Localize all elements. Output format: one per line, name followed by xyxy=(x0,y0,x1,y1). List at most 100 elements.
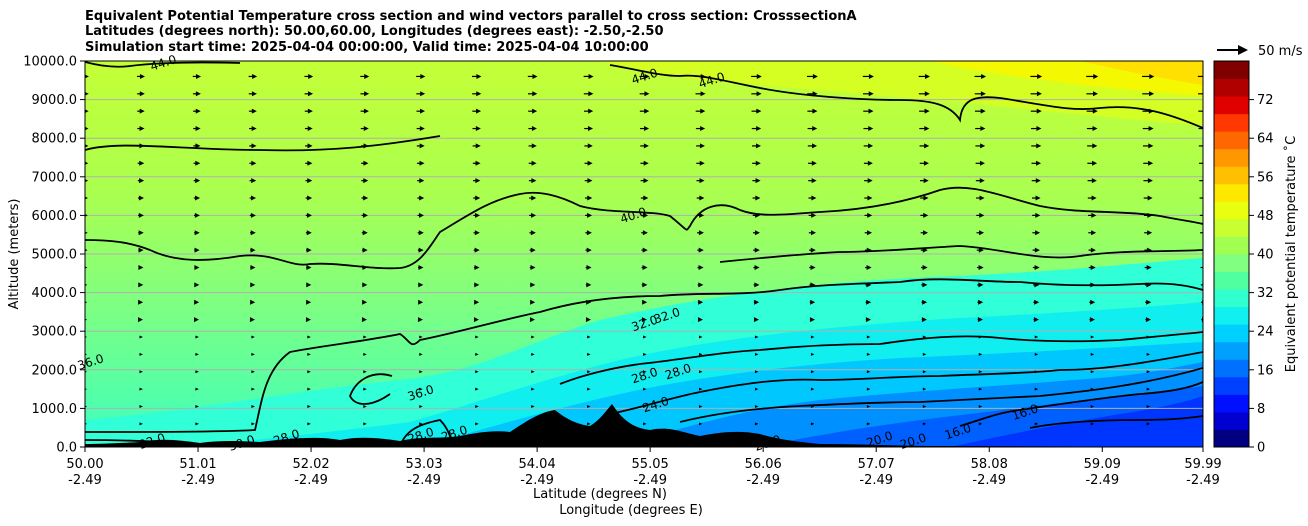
wind-vector xyxy=(754,404,759,408)
contour-lines xyxy=(85,61,1203,447)
wind-vector xyxy=(529,212,537,218)
wind-vector xyxy=(584,195,593,201)
wind-vector xyxy=(138,212,144,218)
y-tick-label-9: 9000.0 xyxy=(32,93,78,108)
wind-vector xyxy=(920,230,929,236)
wind-vector xyxy=(305,195,313,201)
wind-vector xyxy=(697,247,704,253)
wind-vector xyxy=(360,108,369,114)
wind-vector xyxy=(1143,178,1153,184)
wind-vector xyxy=(1034,387,1039,391)
wind-vector xyxy=(1142,143,1154,149)
colorbar-swatch-19 xyxy=(1214,96,1249,115)
wind-vector xyxy=(585,247,592,253)
colorbar-label: Equivalent potential temperature ˚C xyxy=(1283,136,1299,372)
chart-title-line-1: Equivalent Potential Temperature cross s… xyxy=(85,9,857,24)
wind-vector xyxy=(528,160,537,166)
wind-vector xyxy=(194,265,200,271)
wind-vector xyxy=(85,109,89,113)
wind-vector xyxy=(919,160,929,166)
wind-vector xyxy=(865,265,872,271)
wind-vector xyxy=(587,335,591,339)
wind-vector xyxy=(1030,91,1042,97)
wind-vector xyxy=(1034,335,1039,339)
wind-vector xyxy=(1143,160,1154,166)
x-tick-lat-9: 59.09 xyxy=(1084,457,1121,472)
wind-vector xyxy=(417,178,425,184)
x-tick-lon-7: -2.49 xyxy=(859,473,893,488)
wind-vector xyxy=(363,422,367,426)
wind-vector xyxy=(1087,195,1097,201)
wind-vector xyxy=(1088,265,1096,271)
wind-vector xyxy=(1146,387,1151,391)
wind-vector xyxy=(585,265,592,271)
wind-vector xyxy=(978,370,983,374)
colorbar-swatch-10 xyxy=(1214,254,1249,273)
colorbar-swatch-14 xyxy=(1214,183,1249,202)
wind-vector xyxy=(360,126,369,132)
wind-vector xyxy=(753,247,760,253)
x-tick-lat-7: 57.07 xyxy=(858,457,895,472)
x-tick-lat-8: 58.08 xyxy=(971,457,1008,472)
wind-vector xyxy=(751,73,762,79)
wind-vector xyxy=(810,352,815,356)
wind-vector xyxy=(975,143,986,149)
wind-vector xyxy=(419,370,423,374)
wind-vector xyxy=(529,195,537,201)
wind-vector xyxy=(304,91,314,97)
wind-vector xyxy=(1031,160,1042,166)
y-tick-label-8: 8000.0 xyxy=(32,132,78,147)
wind-vector xyxy=(361,230,368,236)
wind-vector xyxy=(697,317,703,323)
wind-vector xyxy=(918,91,930,97)
x-tick-lon-1: -2.49 xyxy=(181,473,215,488)
wind-vector xyxy=(976,195,985,201)
wind-vector xyxy=(531,387,535,391)
wind-vector xyxy=(977,317,983,323)
wind-vector xyxy=(752,230,760,236)
wind-vector xyxy=(587,422,591,426)
wind-vector xyxy=(922,387,927,391)
wind-vector xyxy=(139,404,143,408)
wind-vector xyxy=(639,108,650,114)
wind-vector xyxy=(810,370,815,374)
wind-vector xyxy=(810,335,815,339)
wind-vector xyxy=(695,108,706,114)
wind-vector xyxy=(922,422,927,426)
wind-vector xyxy=(1087,143,1098,149)
wind-vector xyxy=(640,160,649,166)
wind-vector xyxy=(361,178,369,184)
wind-vector xyxy=(475,370,479,374)
wind-vector xyxy=(809,299,816,305)
wind-vector xyxy=(85,196,88,200)
x-tick-lon-3: -2.49 xyxy=(407,473,441,488)
wind-vector xyxy=(248,108,257,114)
wind-vector xyxy=(307,387,311,391)
colorbar-swatch-2 xyxy=(1214,394,1249,413)
wind-vector xyxy=(137,108,145,114)
wind-vector xyxy=(1088,230,1097,236)
wind-vector xyxy=(1033,299,1040,305)
wind-vector xyxy=(583,73,594,79)
wind-vector xyxy=(194,247,200,253)
wind-vector xyxy=(807,126,818,132)
wind-vector xyxy=(587,387,591,391)
contour-32-line xyxy=(85,278,1203,433)
wind-vector xyxy=(473,317,479,323)
wind-vector xyxy=(527,91,538,97)
wind-vector xyxy=(306,282,312,288)
wind-vector xyxy=(921,282,928,288)
wind-vector xyxy=(361,317,367,323)
wind-vector xyxy=(862,73,874,79)
wind-vector xyxy=(697,265,704,271)
wind-vector xyxy=(305,317,311,323)
wind-vector xyxy=(529,247,536,253)
wind-vector xyxy=(1030,108,1042,114)
wind-vector xyxy=(919,126,930,132)
wind-vector xyxy=(417,265,424,271)
x-tick-lon-8: -2.49 xyxy=(972,473,1006,488)
wind-vector xyxy=(808,160,817,166)
colorbar-tick-label-6: 48 xyxy=(1257,209,1274,224)
wind-vector xyxy=(249,160,257,166)
